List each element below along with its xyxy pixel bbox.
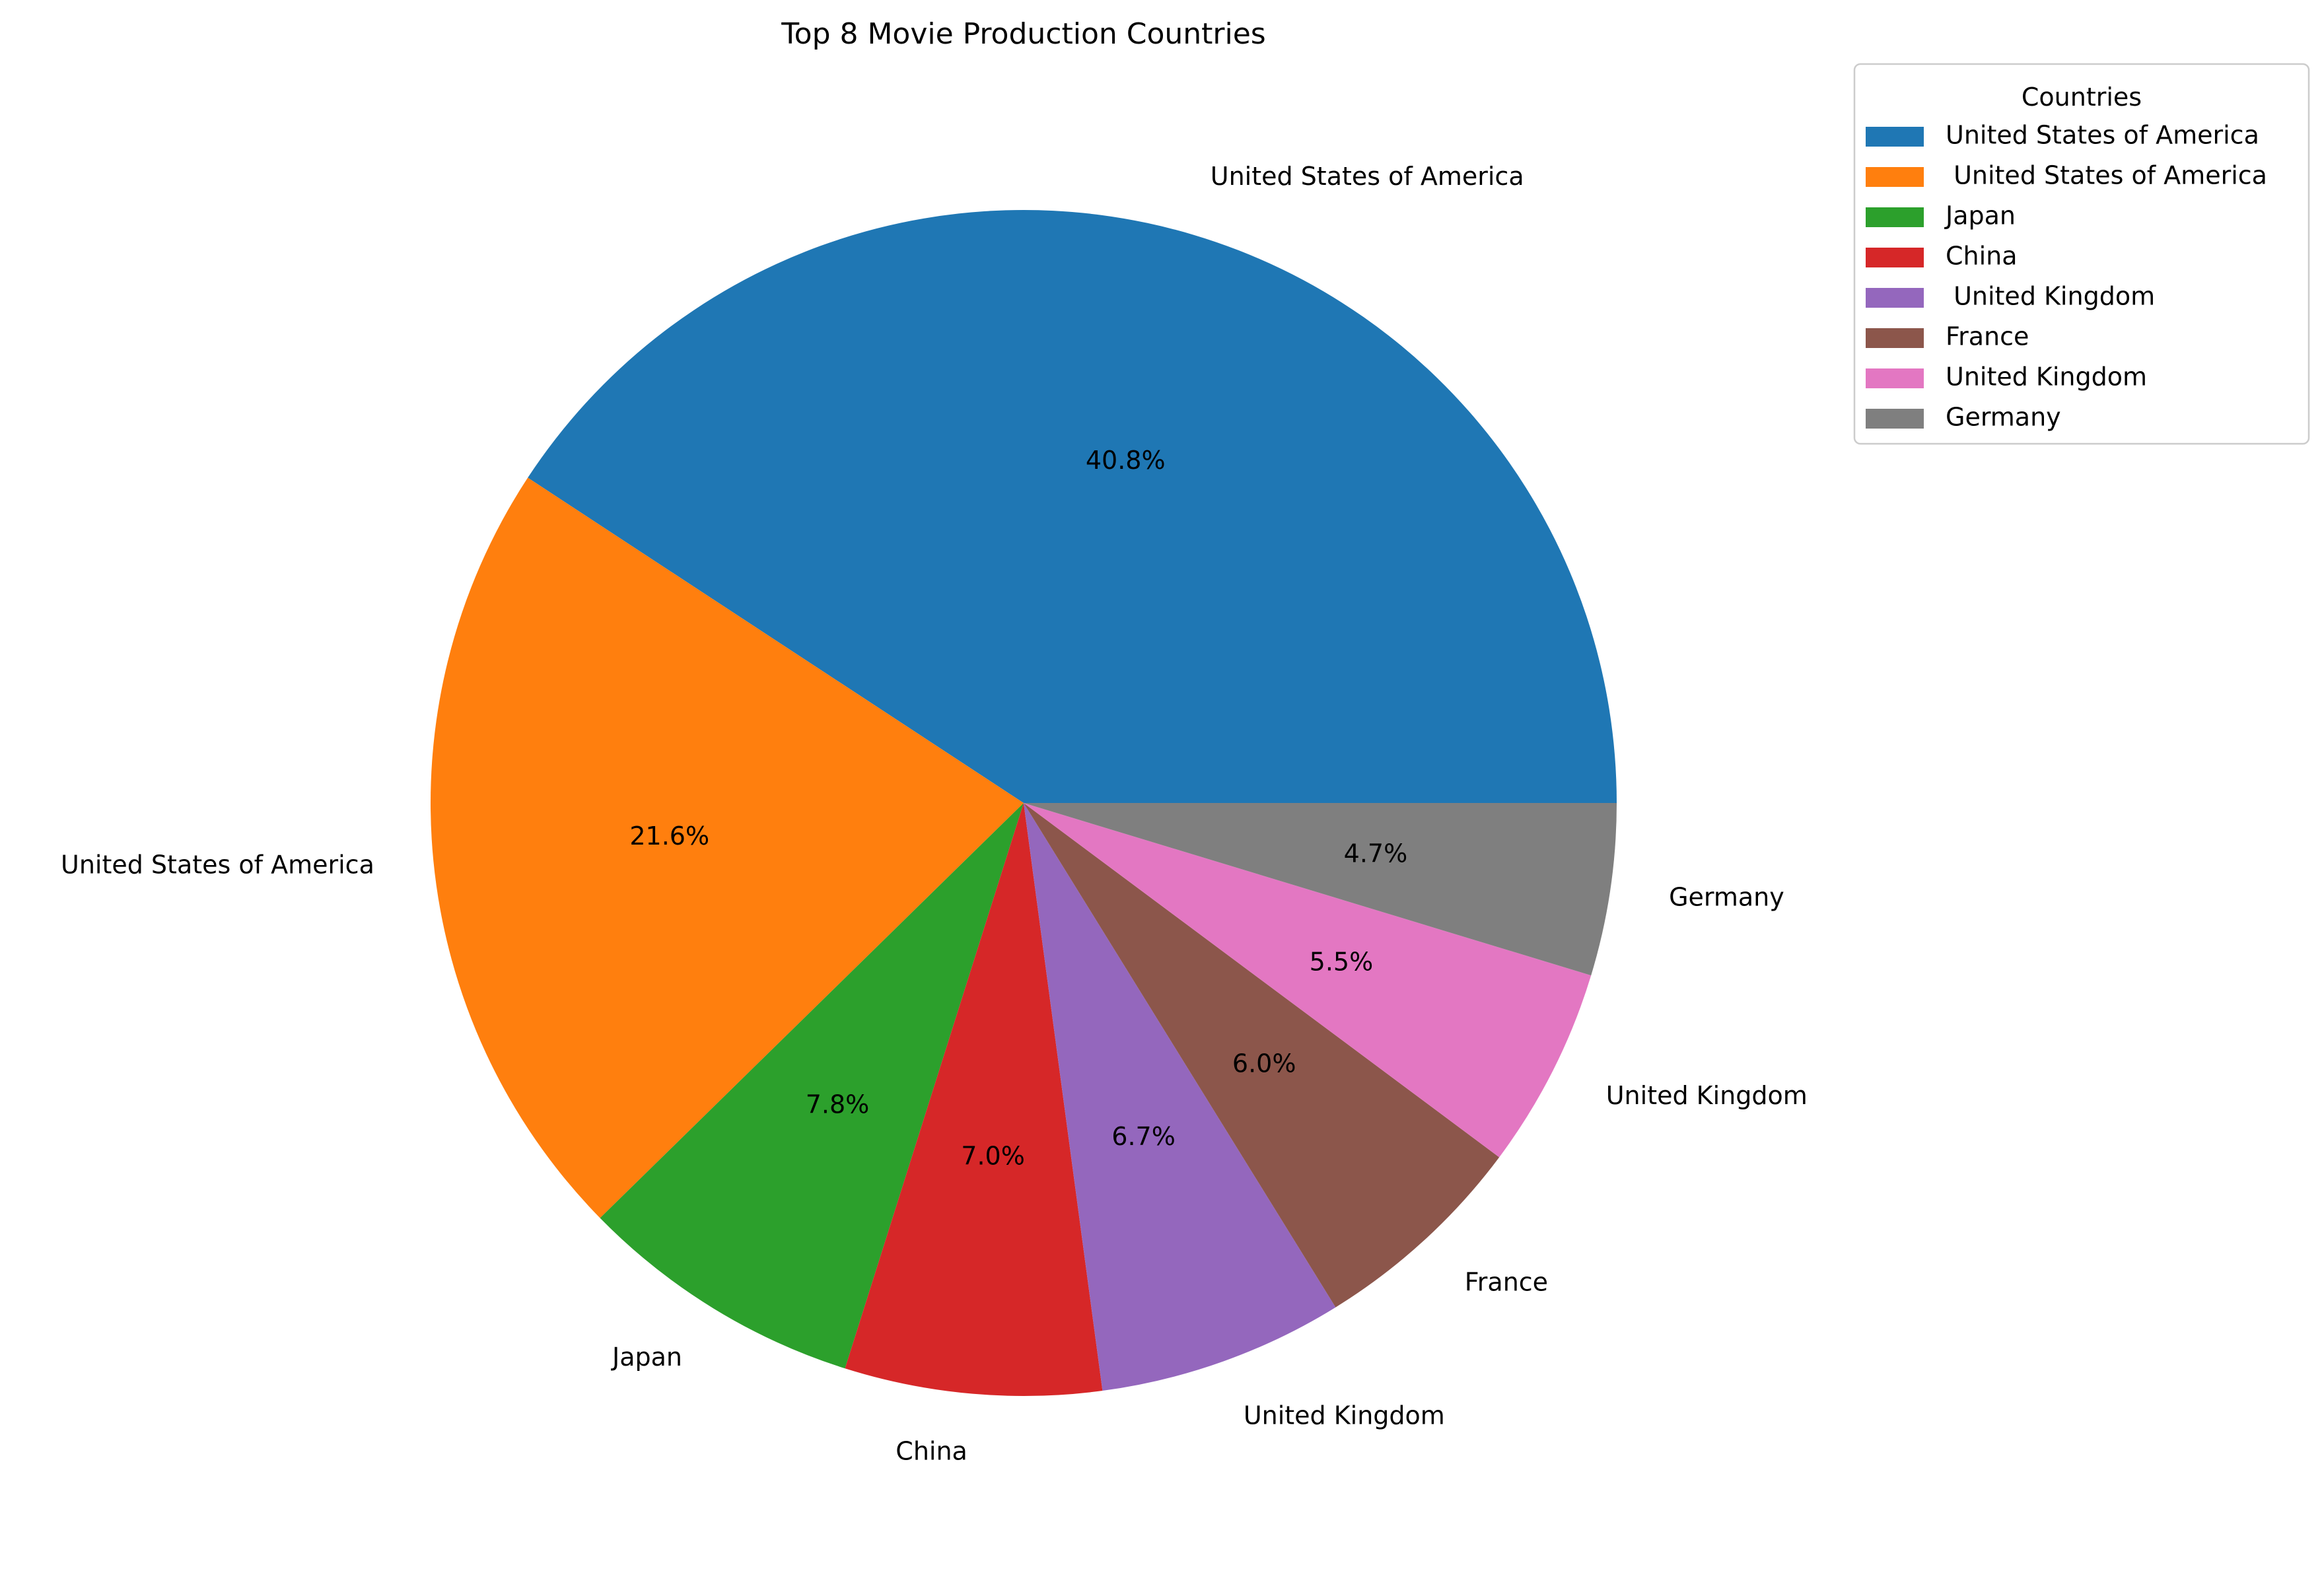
- pie-slice: [600, 803, 1024, 1369]
- legend-item: China: [1866, 242, 2018, 271]
- legend: Countries United States of America Unite…: [1853, 63, 2310, 445]
- slice-percent-label: 5.5%: [1310, 947, 1374, 976]
- legend-item: France: [1866, 322, 2029, 351]
- slice-labels: United States of America United States of…: [61, 162, 1808, 1466]
- legend-item: Japan: [1866, 201, 2016, 230]
- legend-swatch: [1866, 248, 1924, 267]
- slice-percent-label: 6.0%: [1232, 1049, 1296, 1078]
- legend-frame: [1853, 63, 2310, 445]
- legend-label: China: [1946, 242, 2018, 271]
- legend-swatch: [1866, 207, 1924, 227]
- slice-label: France: [1465, 1267, 1548, 1296]
- pie-slice: [431, 477, 1024, 1218]
- chart-title: Top 8 Movie Production Countries: [781, 17, 1265, 51]
- legend-swatch: [1866, 167, 1924, 187]
- legend-item: United Kingdom: [1866, 363, 2147, 392]
- legend-label: United States of America: [1946, 161, 2267, 190]
- legend-label: United Kingdom: [1946, 282, 2155, 311]
- slice-label: United Kingdom: [1244, 1401, 1445, 1430]
- legend-item: Germany: [1866, 403, 2061, 432]
- slice-percent-labels: 40.8% 21.6% 7.8% 7.0% 6.7% 6.0% 5.5% 4.7%: [629, 446, 1407, 1170]
- legend-label: Germany: [1946, 403, 2061, 432]
- slice-label: United Kingdom: [1606, 1081, 1808, 1110]
- slice-label: Japan: [611, 1342, 682, 1372]
- pie-slice: [1024, 803, 1500, 1308]
- slice-percent-label: 7.8%: [806, 1090, 870, 1119]
- pie-slices: [431, 209, 1617, 1396]
- legend-label: United States of America: [1946, 121, 2259, 150]
- pie-slice: [1024, 803, 1336, 1391]
- pie-slice: [528, 209, 1617, 803]
- slice-percent-label: 21.6%: [629, 821, 709, 851]
- slice-percent-label: 7.0%: [961, 1141, 1025, 1170]
- slice-label: China: [896, 1437, 968, 1466]
- legend-label: France: [1946, 322, 2029, 351]
- legend-item: United States of America: [1866, 121, 2259, 150]
- slice-label: Germany: [1669, 883, 1784, 912]
- slice-percent-label: 6.7%: [1111, 1122, 1176, 1151]
- slice-percent-label: 40.8%: [1086, 446, 1166, 475]
- legend-label: Japan: [1944, 201, 2016, 230]
- slice-percent-label: 4.7%: [1344, 839, 1408, 868]
- pie-slice: [1024, 803, 1617, 976]
- legend-swatch: [1866, 409, 1924, 429]
- legend-item: United States of America: [1866, 161, 2267, 190]
- legend-title: Countries: [2022, 83, 2142, 112]
- slice-label: United States of America: [61, 850, 374, 879]
- slice-label: United States of America: [1211, 162, 1524, 191]
- legend-swatch: [1866, 288, 1924, 308]
- pie-slice: [845, 803, 1103, 1396]
- legend-item: United Kingdom: [1866, 282, 2155, 311]
- pie-slice: [1024, 803, 1592, 1158]
- legend-items: United States of America United States o…: [1866, 121, 2267, 432]
- legend-swatch: [1866, 368, 1924, 388]
- legend-label: United Kingdom: [1946, 363, 2147, 392]
- legend-swatch: [1866, 127, 1924, 147]
- legend-swatch: [1866, 328, 1924, 348]
